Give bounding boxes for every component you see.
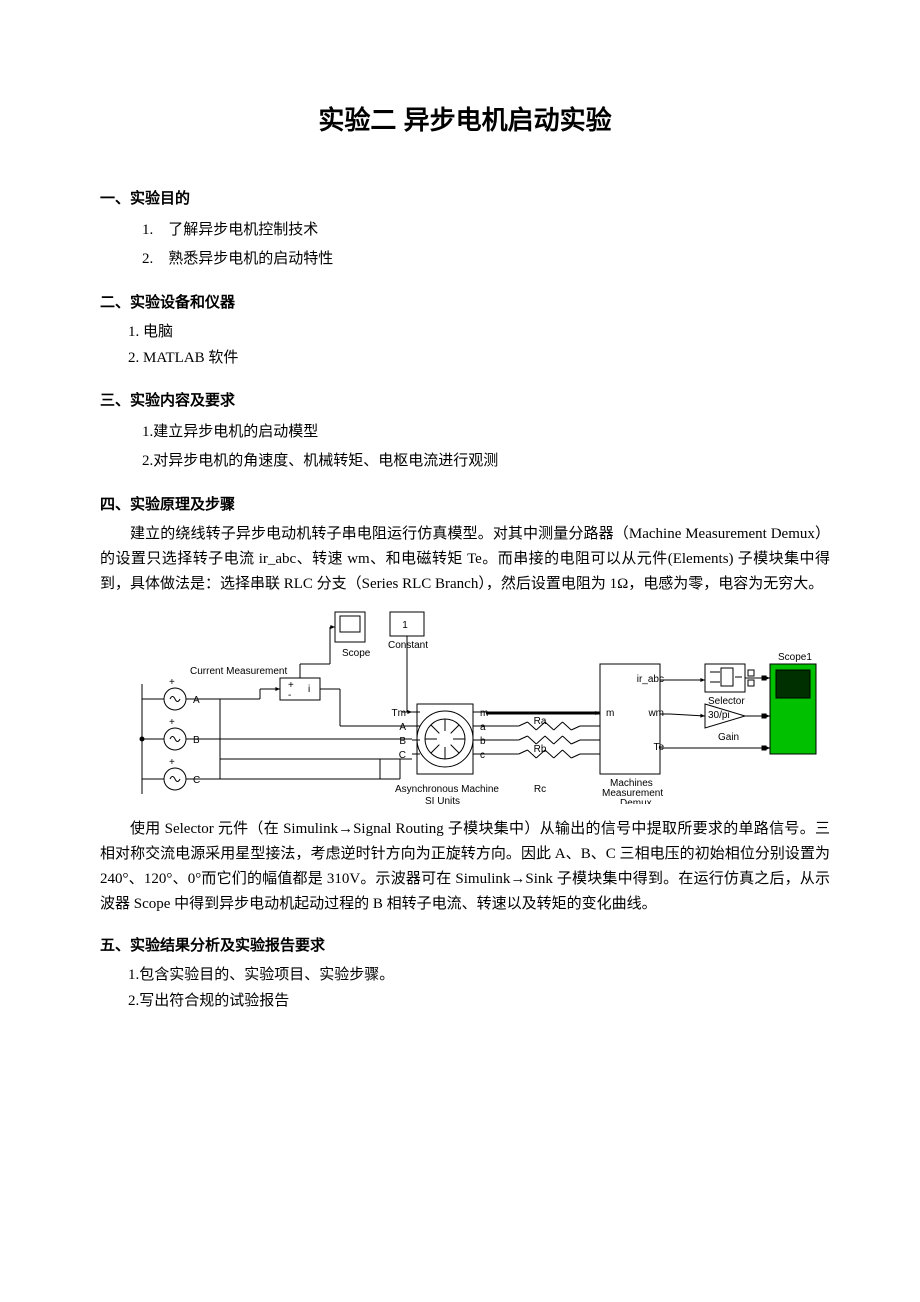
s2-item-2: 2. MATLAB 软件 (128, 346, 830, 372)
s5-item-1: 1.包含实验目的、实验项目、实验步骤。 (128, 963, 830, 989)
section-1-head: 一、实验目的 (100, 187, 830, 208)
section-4-head: 四、实验原理及步骤 (100, 493, 830, 514)
svg-text:Rc: Rc (534, 784, 546, 795)
s4-para-1: 建立的绕线转子异步电动机转子串电阻运行仿真模型。对其中测量分路器（Machine… (100, 522, 830, 596)
svg-text:a: a (480, 722, 486, 733)
s3-item-1: 1.建立异步电机的启动模型 (142, 418, 830, 447)
s3-item-2: 2.对异步电机的角速度、机械转矩、电枢电流进行观测 (142, 447, 830, 476)
svg-text:A: A (399, 722, 406, 733)
s1-item-2: 2. 熟悉异步电机的启动特性 (142, 245, 830, 274)
section-3-head: 三、实验内容及要求 (100, 389, 830, 410)
svg-text:b: b (480, 736, 486, 747)
svg-text:B: B (193, 735, 200, 746)
svg-text:Current Measurement: Current Measurement (190, 666, 287, 677)
doc-title: 实验二 异步电机启动实验 (100, 100, 830, 137)
svg-text:SI Units: SI Units (425, 796, 460, 804)
svg-text:Gain: Gain (718, 732, 739, 743)
svg-text:Ra: Ra (534, 716, 547, 727)
svg-text:Constant: Constant (388, 640, 428, 651)
svg-text:C: C (193, 775, 200, 786)
svg-text:Tm: Tm (392, 708, 406, 719)
svg-text:i: i (308, 684, 310, 695)
svg-text:-: - (288, 690, 291, 701)
s2-item-1: 1. 电脑 (128, 320, 830, 346)
s4-para-2: 使用 Selector 元件（在 Simulink→Signal Routing… (100, 817, 830, 916)
svg-text:Scope: Scope (342, 648, 371, 659)
section-5-head: 五、实验结果分析及实验报告要求 (100, 934, 830, 955)
s5-item-2: 2.写出符合规的试验报告 (128, 989, 830, 1015)
svg-text:30/pi: 30/pi (708, 710, 730, 721)
svg-text:+: + (169, 717, 175, 728)
simulink-diagram: +A+B+C+-iCurrent MeasurementScope1Consta… (130, 604, 830, 809)
svg-text:B: B (399, 736, 406, 747)
svg-text:ir_abc: ir_abc (637, 674, 664, 685)
svg-text:Selector: Selector (708, 696, 745, 707)
svg-text:m: m (606, 708, 614, 719)
section-2-head: 二、实验设备和仪器 (100, 291, 830, 312)
svg-text:+: + (169, 677, 175, 688)
s1-item-1: 1. 了解异步电机控制技术 (142, 216, 830, 245)
svg-text:c: c (480, 750, 485, 761)
svg-text:1: 1 (402, 620, 408, 631)
svg-text:Asynchronous Machine: Asynchronous Machine (395, 784, 499, 795)
svg-text:C: C (399, 750, 406, 761)
svg-text:Scope1: Scope1 (778, 652, 812, 663)
svg-text:+: + (169, 757, 175, 768)
svg-text:Rb: Rb (534, 744, 547, 755)
svg-text:Demux: Demux (620, 798, 652, 804)
svg-text:A: A (193, 695, 200, 706)
